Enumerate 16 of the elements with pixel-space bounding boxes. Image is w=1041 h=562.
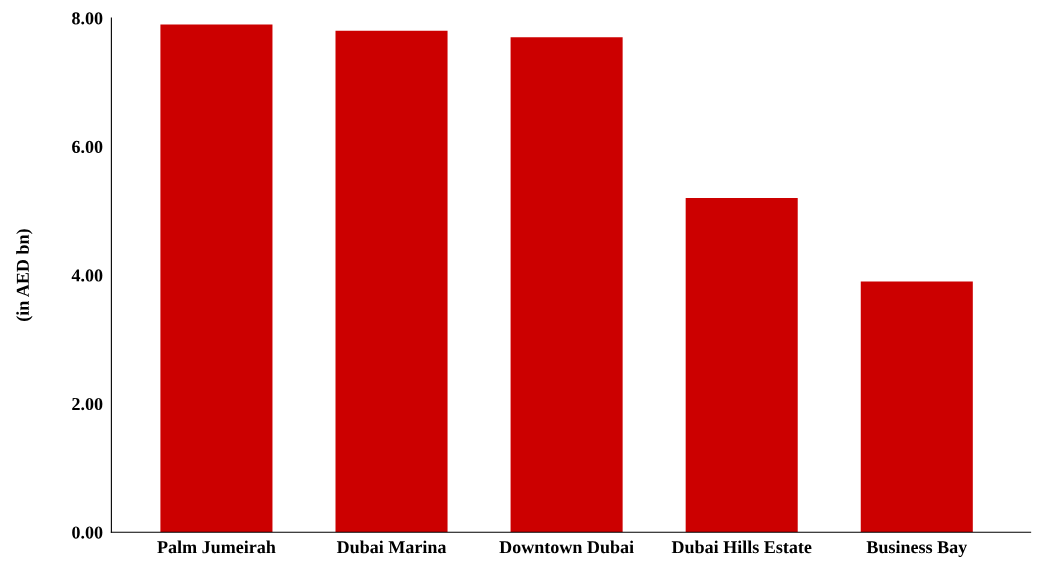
y-axis-title: (in AED bn) <box>16 229 33 321</box>
bar <box>860 281 973 533</box>
x-tick-label: Palm Jumeirah <box>157 540 276 554</box>
x-tick-label: Business Bay <box>866 540 968 557</box>
x-tick-label: Dubai Marina <box>336 540 447 554</box>
bar <box>685 197 798 533</box>
y-tick-label: 0.00 <box>72 526 103 539</box>
y-tick-label: 8.00 <box>72 12 103 25</box>
y-tick-label: 6.00 <box>72 140 103 154</box>
x-tick-label: Dubai Hills Estate <box>671 540 812 554</box>
y-tick-label: 2.00 <box>72 397 103 411</box>
bar <box>160 24 273 533</box>
x-tick-label: Downtown Dubai <box>499 540 634 554</box>
y-tick-label: 4.00 <box>71 269 103 282</box>
bar <box>335 30 448 533</box>
bar <box>510 37 623 533</box>
